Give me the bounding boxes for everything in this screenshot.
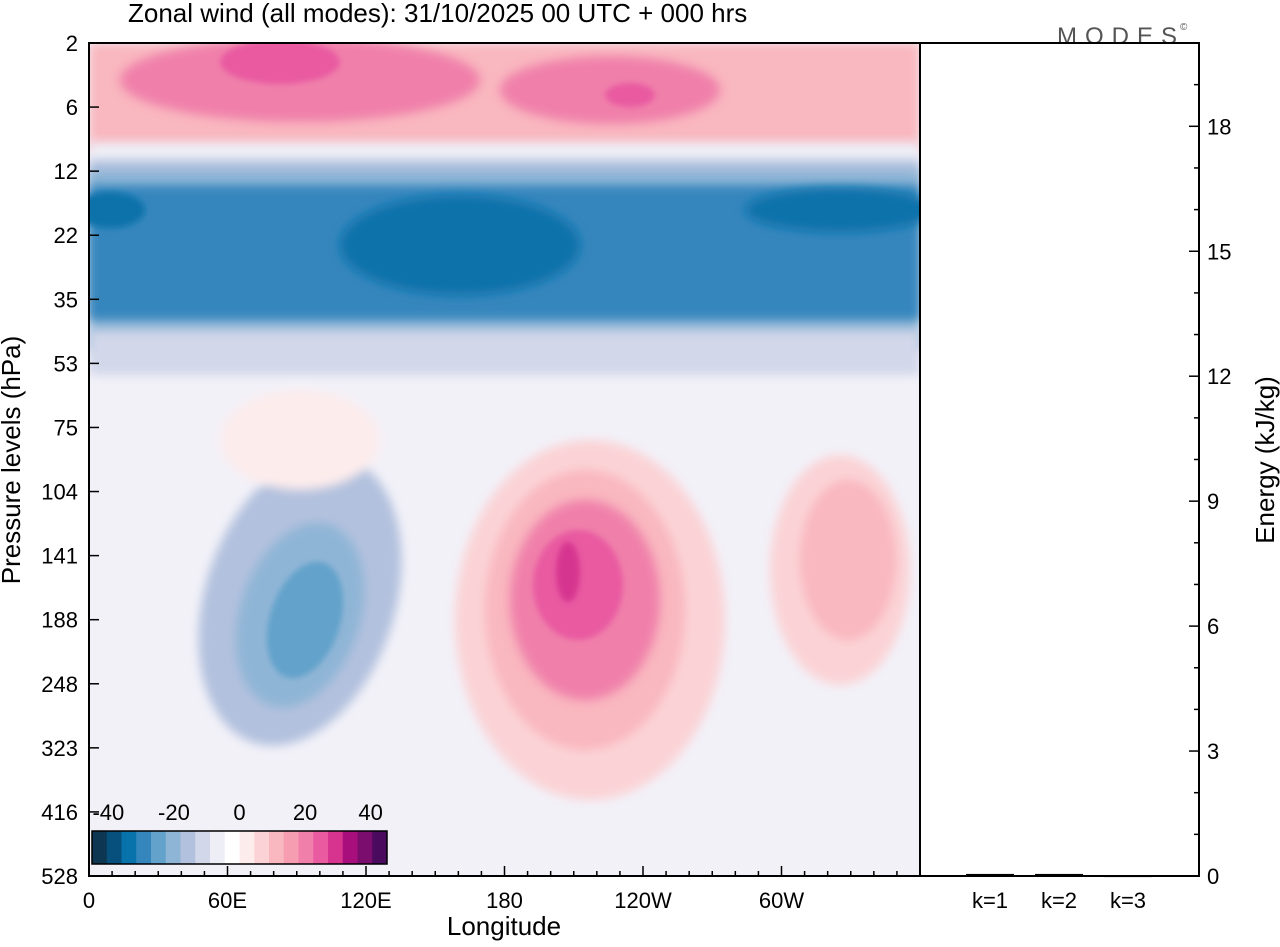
y-tick-label: 75 [54, 415, 78, 440]
x-tick-label: 120E [340, 888, 391, 913]
energy-axis-label: Energy (kJ/kg) [1250, 376, 1280, 544]
y-tick-label: 188 [41, 608, 78, 633]
wind-contour-region [89, 330, 920, 375]
y-tick-label: 141 [41, 544, 78, 569]
colorbar-tick-label: 20 [293, 800, 317, 825]
y-tick-label: 22 [54, 223, 78, 248]
y-axis-label: Pressure levels (hPa) [0, 336, 26, 585]
y-tick-label: 248 [41, 672, 78, 697]
colorbar-frame [91, 830, 388, 865]
colorbar-swatch [254, 831, 270, 864]
energy-tick-label: 15 [1207, 239, 1231, 264]
y-tick-label: 528 [41, 864, 78, 889]
colorbar-swatch [121, 831, 137, 864]
colorbar-swatch [328, 831, 344, 864]
colorbar-tick-label: 0 [233, 800, 245, 825]
colorbar-swatch [180, 831, 196, 864]
zonal-wind-heatmap [89, 43, 920, 876]
colorbar-swatch [372, 831, 388, 864]
colorbar: -40 -20 0 20 40 [91, 800, 388, 865]
energy-bar [1035, 873, 1083, 876]
energy-axis: 0 3 6 9 12 15 18 [1189, 42, 1231, 889]
colorbar-swatch [224, 831, 240, 864]
energy-tick-label: 6 [1207, 614, 1219, 639]
wind-contour-region [89, 192, 145, 228]
energy-tick-label: 9 [1207, 489, 1219, 514]
colorbar-swatch [357, 831, 373, 864]
energy-tick-label: 12 [1207, 364, 1231, 389]
x-axis: 0 60E 120E 180 120W 60W [83, 866, 921, 913]
wind-contour-region [266, 561, 344, 679]
logo-mark: © [1180, 22, 1188, 33]
colorbar-tick-label: -40 [92, 800, 124, 825]
y-tick-label: 323 [41, 736, 78, 761]
wind-contour-region [220, 43, 340, 84]
colorbar-swatch [165, 831, 181, 864]
wind-contour-region [556, 542, 580, 602]
wind-contour-region [220, 390, 380, 490]
y-tick-label: 104 [41, 480, 78, 505]
y-axis: 2 6 12 22 35 53 75 104 141 188 248 323 416 528 [41, 31, 99, 889]
energy-tick-label: 18 [1207, 114, 1231, 139]
y-tick-label: 12 [54, 159, 78, 184]
energy-category-label: k=2 [1041, 888, 1077, 913]
y-tick-label: 6 [66, 95, 78, 120]
energy-bars: k=1 k=2 k=3 [966, 873, 1152, 913]
x-tick-label: 60E [208, 888, 247, 913]
energy-tick-label: 0 [1207, 864, 1219, 889]
colorbar-swatch [92, 831, 108, 864]
x-tick-label: 120W [614, 888, 672, 913]
y-tick-label: 35 [54, 287, 78, 312]
x-tick-label: 0 [83, 888, 95, 913]
wind-contour-region [745, 188, 920, 232]
colorbar-tick-label: 40 [358, 800, 382, 825]
energy-tick-label: 3 [1207, 739, 1219, 764]
energy-bar [966, 873, 1014, 876]
energy-panel-frame [919, 42, 1200, 877]
colorbar-swatch [151, 831, 167, 864]
y-tick-label: 53 [54, 351, 78, 376]
colorbar-swatch [298, 831, 314, 864]
energy-category-label: k=1 [972, 888, 1008, 913]
colorbar-swatch [136, 831, 152, 864]
wind-contour-region [800, 480, 896, 640]
x-tick-label: 60W [759, 888, 804, 913]
colorbar-swatch [195, 831, 211, 864]
colorbar-swatch [313, 831, 329, 864]
colorbar-tick-label: -20 [158, 800, 190, 825]
colorbar-swatch [106, 831, 122, 864]
colorbar-swatch [239, 831, 255, 864]
chart-title: Zonal wind (all modes): 31/10/2025 00 UT… [128, 0, 747, 28]
energy-category-label: k=3 [1110, 888, 1146, 913]
colorbar-swatch [342, 831, 358, 864]
colorbar-swatch [283, 831, 299, 864]
colorbar-swatch [269, 831, 285, 864]
x-tick-label: 180 [486, 888, 523, 913]
energy-bar [1104, 875, 1152, 878]
y-tick-label: 416 [41, 800, 78, 825]
colorbar-swatch [210, 831, 226, 864]
wind-contour-region [605, 83, 655, 107]
wind-contour-region [340, 195, 580, 295]
x-axis-label: Longitude [447, 911, 561, 941]
y-tick-label: 2 [66, 31, 78, 56]
